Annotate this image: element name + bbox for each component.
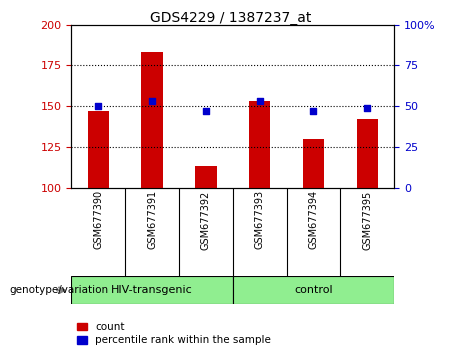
Bar	[142, 52, 163, 188]
Point	[256, 98, 263, 104]
Text: GSM677391: GSM677391	[147, 190, 157, 250]
Bar	[195, 166, 217, 188]
Text: GSM677393: GSM677393	[254, 190, 265, 250]
Legend: count, percentile rank within the sample: count, percentile rank within the sample	[77, 322, 271, 345]
Bar	[356, 119, 378, 188]
Point	[310, 108, 317, 114]
Point	[95, 103, 102, 109]
Point	[364, 105, 371, 111]
Text: GSM677395: GSM677395	[362, 190, 372, 250]
Text: GSM677390: GSM677390	[93, 190, 103, 250]
Text: GDS4229 / 1387237_at: GDS4229 / 1387237_at	[150, 11, 311, 25]
Bar	[233, 276, 394, 304]
Bar	[303, 139, 324, 188]
Bar	[249, 101, 271, 188]
Bar	[71, 276, 233, 304]
Text: HIV-transgenic: HIV-transgenic	[111, 285, 193, 295]
Point	[148, 98, 156, 104]
Text: GSM677392: GSM677392	[201, 190, 211, 250]
Point	[202, 108, 210, 114]
Text: control: control	[294, 285, 333, 295]
Bar	[88, 111, 109, 188]
Text: GSM677394: GSM677394	[308, 190, 319, 250]
Text: genotype/variation: genotype/variation	[9, 285, 108, 295]
